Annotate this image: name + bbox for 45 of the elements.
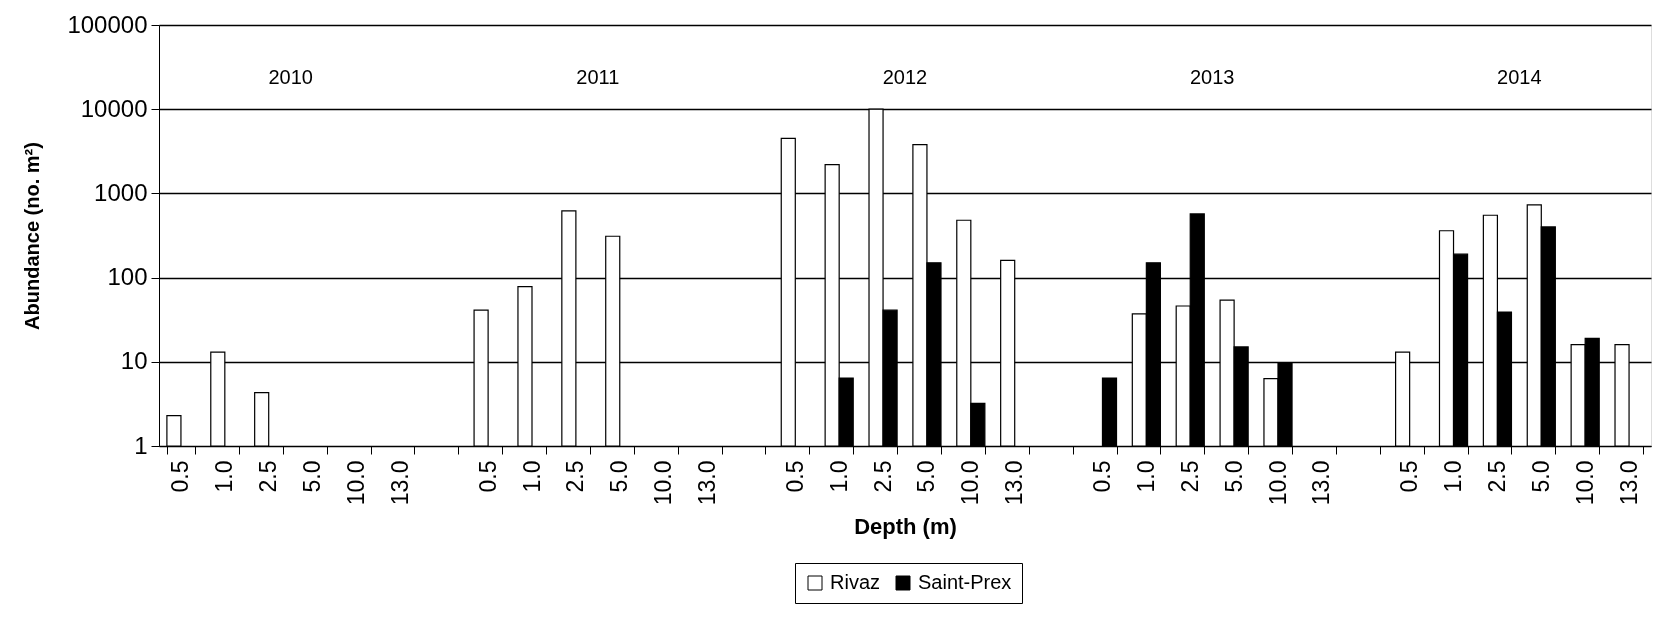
x-tick-label: 10.0 [1264,460,1291,506]
x-tick-label: 5.0 [299,460,326,493]
x-tick-label: 5.0 [606,460,633,493]
x-tick-label: 10.0 [342,460,369,506]
y-tick-label: 100000 [67,10,148,38]
x-tick-label: 1.0 [518,460,545,493]
x-tick-label: 1.0 [825,460,852,493]
x-tick-label: 2.5 [1483,460,1510,493]
x-tick-label: 5.0 [913,460,940,493]
x-tick-label: 13.0 [694,460,721,506]
y-tick-label: 1000 [94,178,148,206]
x-tick-label: 2.5 [1176,460,1203,493]
annotation: 2013 [1189,66,1235,88]
x-tick-label: 10.0 [650,460,677,506]
y-tick-label: 10000 [80,94,148,122]
legend-label: Saint-Prex [918,571,1012,593]
x-tick-label: 13.0 [386,460,413,506]
x-tick-label: 1.0 [1132,460,1159,493]
x-tick-label: 0.5 [1396,460,1423,493]
x-tick-label: 0.5 [781,460,808,493]
y-tick-label: 1 [134,431,148,459]
x-tick-label: 13.0 [1001,460,1028,506]
x-tick-label: 1.0 [211,460,238,493]
x-tick-label: 0.5 [167,460,194,493]
x-tick-label: 10.0 [957,460,984,506]
x-tick-label: 0.5 [1088,460,1115,493]
annotation: 2011 [576,66,620,88]
x-tick-label: 5.0 [1527,460,1554,493]
x-tick-label: 0.5 [474,460,501,493]
annotation: 2014 [1497,66,1542,88]
x-tick-label: 13.0 [1308,460,1335,506]
y-tick-label: 100 [107,263,148,291]
y-axis-title: Abundance (no. m²) [21,142,44,330]
x-tick-label: 2.5 [255,460,282,493]
x-tick-label: 2.5 [869,460,896,493]
annotation: 2010 [268,66,313,88]
legend-label: Rivaz [830,571,881,593]
x-tick-label: 1.0 [1440,460,1467,493]
annotation: 2012 [882,66,928,88]
x-tick-label: 2.5 [562,460,589,493]
x-axis-title: Depth (m) [854,514,957,540]
x-tick-label: 13.0 [1615,460,1642,506]
y-tick-label: 10 [120,347,148,375]
x-tick-label: 10.0 [1571,460,1598,506]
x-tick-label: 5.0 [1220,460,1247,493]
